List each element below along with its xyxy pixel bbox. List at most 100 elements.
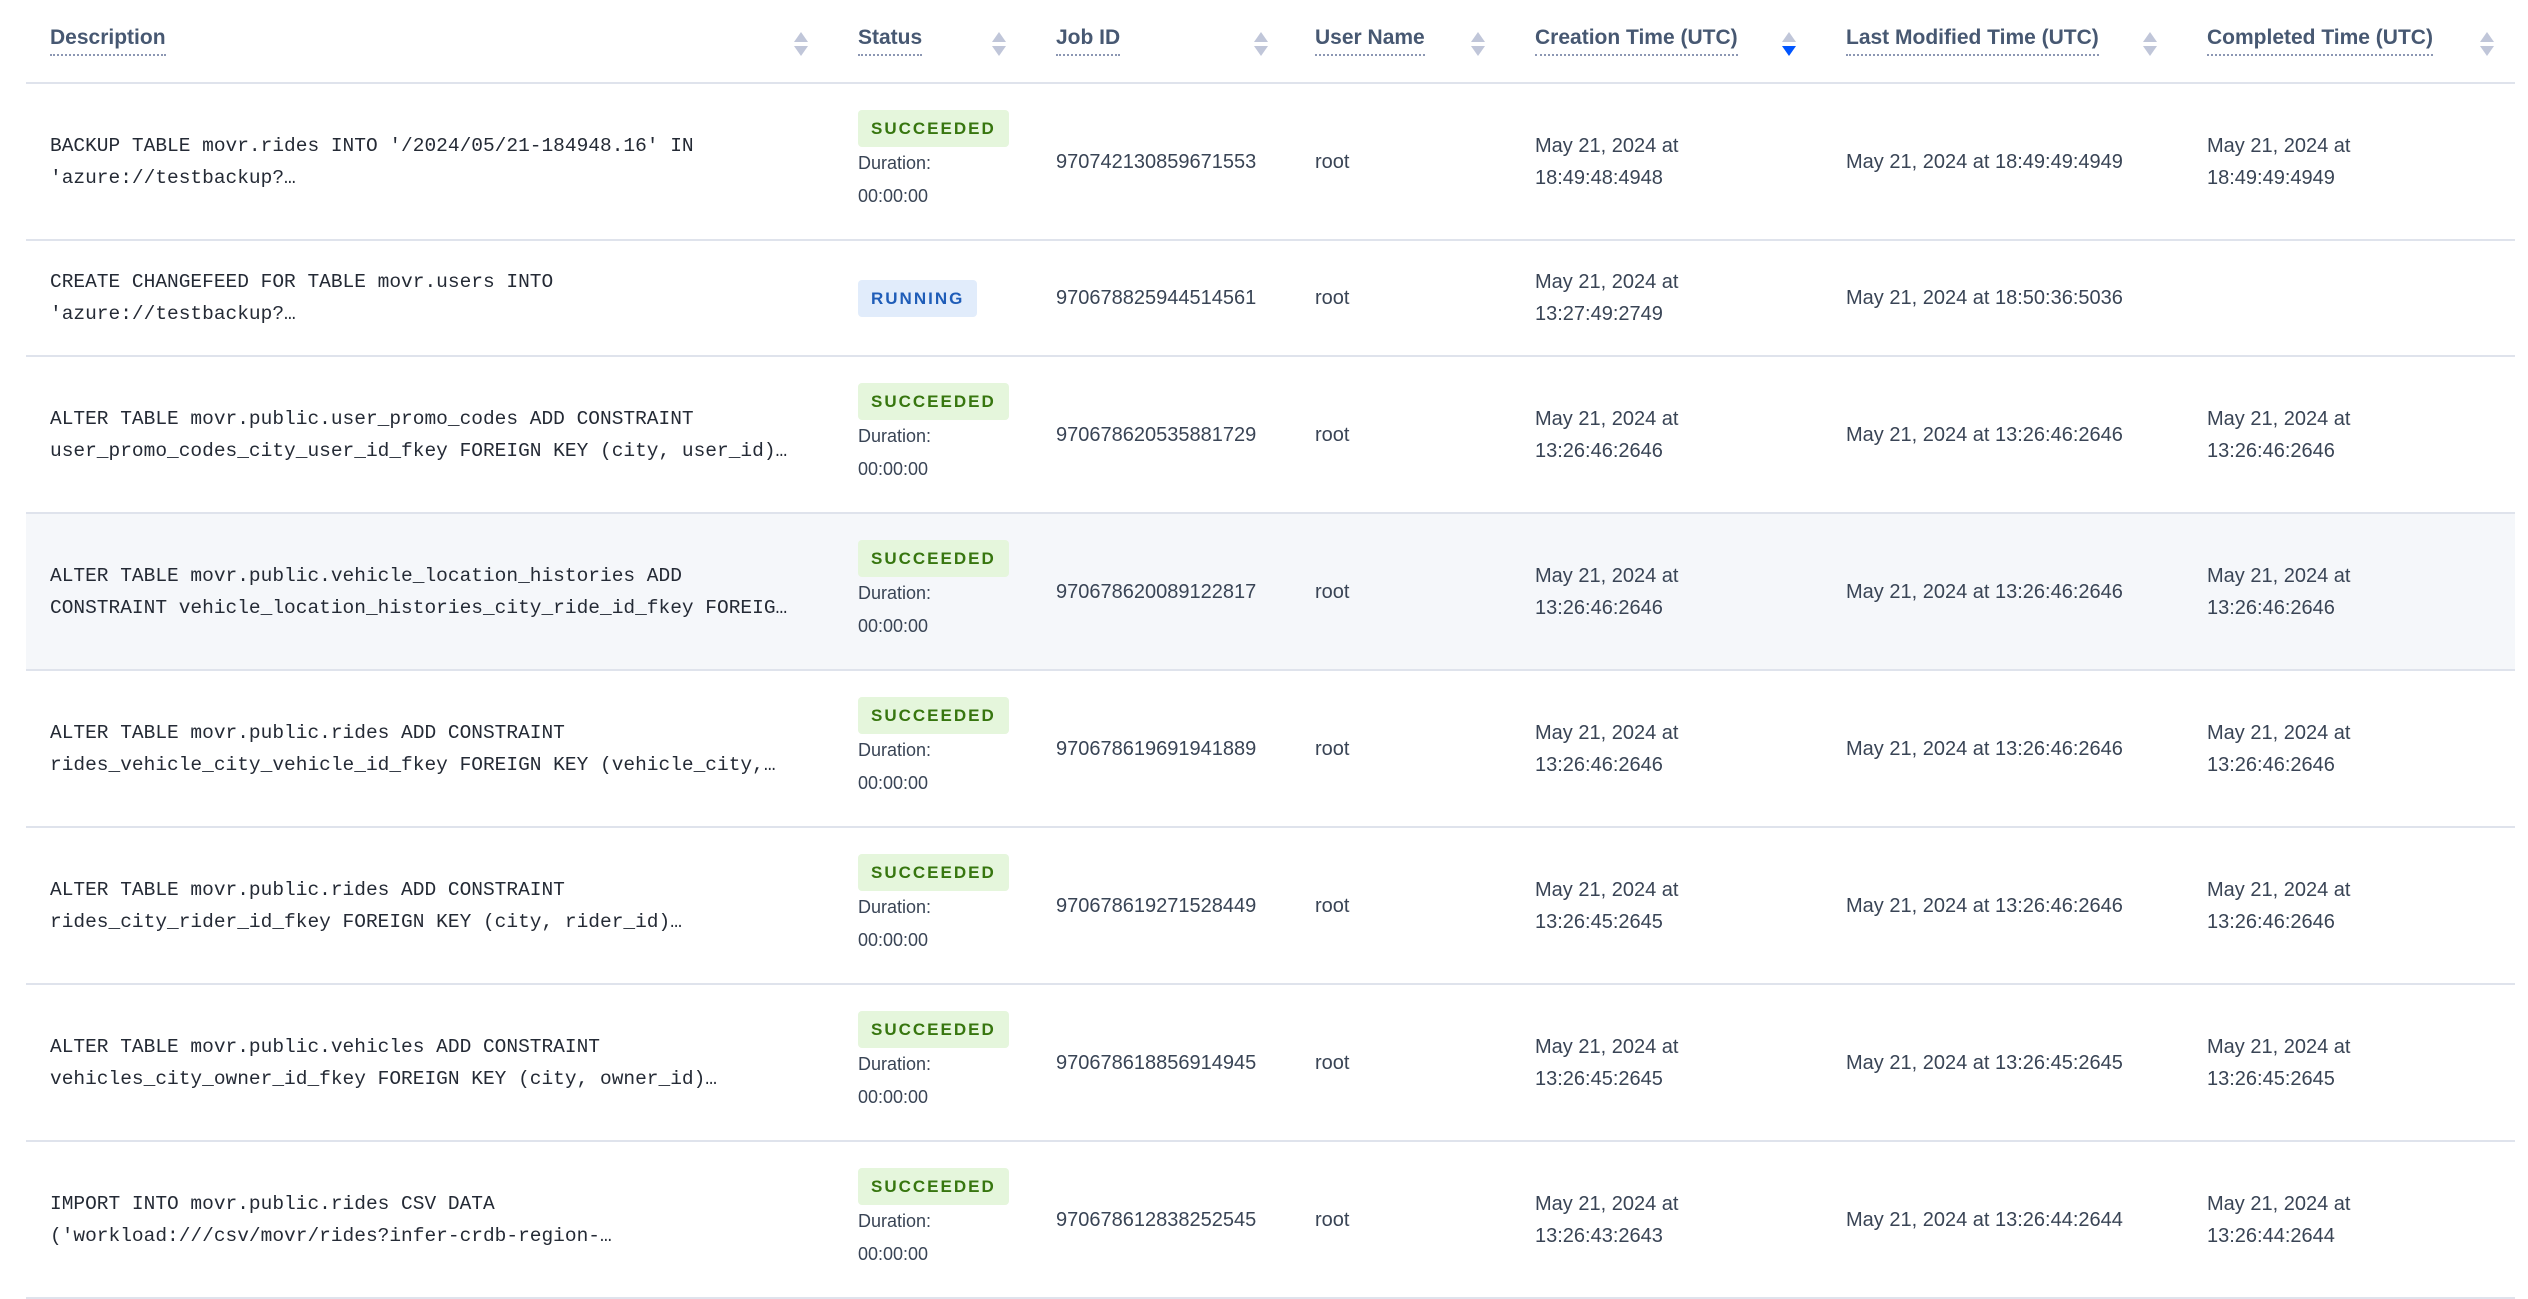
sort-icon[interactable] bbox=[1471, 32, 1485, 56]
user-name-cell: root bbox=[1315, 287, 1350, 309]
status-badge: SUCCEEDED bbox=[858, 1168, 1009, 1205]
duration-value: 00:00:00 bbox=[858, 616, 929, 636]
status-cell: SUCCEEDED Duration: 00:00:00 bbox=[858, 357, 1009, 512]
last-modified-time-cell: May 21, 2024 at 13:26:44:2644 bbox=[1846, 1208, 2123, 1231]
duration-label: Duration: bbox=[858, 740, 932, 760]
column-header-description[interactable]: Description bbox=[50, 26, 166, 56]
last-modified-time-cell: May 21, 2024 at 13:26:46:2646 bbox=[1846, 423, 2123, 446]
table-row[interactable]: ALTER TABLE movr.public.vehicles ADD CON… bbox=[26, 985, 2515, 1142]
duration-value: 00:00:00 bbox=[858, 186, 929, 206]
sort-descending-icon[interactable] bbox=[1782, 32, 1796, 56]
job-id-cell[interactable]: 970678618856914945 bbox=[1056, 1051, 1257, 1074]
duration-value: 00:00:00 bbox=[858, 930, 929, 950]
description-line: BACKUP TABLE movr.rides INTO '/2024/05/2… bbox=[50, 134, 694, 157]
completed-time-cell: May 21, 2024 at 13:26:46:2646 bbox=[2207, 721, 2351, 776]
status-cell: RUNNING bbox=[858, 241, 978, 355]
column-header-creation-time[interactable]: Creation Time (UTC) bbox=[1535, 26, 1738, 56]
description-cell[interactable]: BACKUP TABLE movr.rides INTO '/2024/05/2… bbox=[50, 84, 840, 239]
user-name-cell: root bbox=[1315, 580, 1350, 603]
description-line: rides_city_rider_id_fkey FOREIGN KEY (ci… bbox=[50, 910, 682, 933]
duration-label: Duration: bbox=[858, 583, 932, 603]
jobs-table: Description Status Job ID User Name Crea… bbox=[26, 0, 2515, 1299]
duration-label: Duration: bbox=[858, 153, 932, 173]
job-id-cell[interactable]: 970678619691941889 bbox=[1056, 737, 1257, 760]
status-cell: SUCCEEDED Duration: 00:00:00 bbox=[858, 514, 1009, 669]
description-line: 'azure://testbackup?… bbox=[50, 303, 296, 325]
table-row[interactable]: ALTER TABLE movr.public.rides ADD CONSTR… bbox=[26, 828, 2515, 985]
completed-time-cell: May 21, 2024 at 13:26:46:2646 bbox=[2207, 878, 2351, 933]
description-line: ALTER TABLE movr.public.rides ADD CONSTR… bbox=[50, 878, 565, 901]
description-cell[interactable]: ALTER TABLE movr.public.vehicles ADD CON… bbox=[50, 985, 840, 1140]
sort-icon[interactable] bbox=[1254, 32, 1268, 56]
column-header-last-modified-time[interactable]: Last Modified Time (UTC) bbox=[1846, 26, 2099, 56]
description-line: vehicles_city_owner_id_fkey FOREIGN KEY … bbox=[50, 1067, 718, 1090]
description-line: ALTER TABLE movr.public.vehicles ADD CON… bbox=[50, 1035, 600, 1058]
user-name-cell: root bbox=[1315, 423, 1350, 446]
description-cell[interactable]: ALTER TABLE movr.public.rides ADD CONSTR… bbox=[50, 671, 840, 826]
column-header-user-name[interactable]: User Name bbox=[1315, 26, 1425, 56]
status-cell: SUCCEEDED Duration: 00:00:00 bbox=[858, 671, 1009, 826]
sort-icon[interactable] bbox=[2480, 32, 2494, 56]
job-id-cell[interactable]: 970678619271528449 bbox=[1056, 894, 1257, 917]
last-modified-time-cell: May 21, 2024 at 18:49:49:4949 bbox=[1846, 150, 2123, 173]
table-row[interactable]: ALTER TABLE movr.public.user_promo_codes… bbox=[26, 357, 2515, 514]
job-id-cell[interactable]: 970678620535881729 bbox=[1056, 423, 1257, 446]
description-line: CREATE CHANGEFEED FOR TABLE movr.users I… bbox=[50, 271, 554, 293]
description-line: user_promo_codes_city_user_id_fkey FOREI… bbox=[50, 439, 788, 462]
completed-time-cell: May 21, 2024 at 18:49:49:4949 bbox=[2207, 134, 2351, 189]
completed-time-cell: May 21, 2024 at 13:26:46:2646 bbox=[2207, 407, 2351, 462]
description-line: ALTER TABLE movr.public.vehicle_location… bbox=[50, 564, 682, 587]
column-header-completed-time[interactable]: Completed Time (UTC) bbox=[2207, 26, 2433, 56]
description-cell[interactable]: ALTER TABLE movr.public.vehicle_location… bbox=[50, 514, 840, 669]
table-row[interactable]: CREATE CHANGEFEED FOR TABLE movr.users I… bbox=[26, 241, 2515, 357]
description-line: ALTER TABLE movr.public.rides ADD CONSTR… bbox=[50, 721, 565, 744]
user-name-cell: root bbox=[1315, 150, 1350, 173]
column-header-job-id[interactable]: Job ID bbox=[1056, 26, 1121, 56]
table-row[interactable]: ALTER TABLE movr.public.vehicle_location… bbox=[26, 514, 2515, 671]
status-cell: SUCCEEDED Duration: 00:00:00 bbox=[858, 828, 1009, 983]
creation-time-cell: May 21, 2024 at 13:26:43:2643 bbox=[1535, 1192, 1679, 1247]
duration-label: Duration: bbox=[858, 426, 932, 446]
sort-icon[interactable] bbox=[992, 32, 1006, 56]
description-cell[interactable]: IMPORT INTO movr.public.rides CSV DATA (… bbox=[50, 1142, 840, 1297]
creation-time-cell: May 21, 2024 at 18:49:48:4948 bbox=[1535, 134, 1679, 189]
description-line: ('workload:///csv/movr/rides?infer-crdb-… bbox=[50, 1224, 612, 1247]
user-name-cell: root bbox=[1315, 737, 1350, 760]
user-name-cell: root bbox=[1315, 1051, 1350, 1074]
description-line: CONSTRAINT vehicle_location_histories_ci… bbox=[50, 596, 788, 619]
job-id-cell[interactable]: 970678825944514561 bbox=[1056, 287, 1257, 309]
duration-value: 00:00:00 bbox=[858, 1087, 929, 1107]
description-line: ALTER TABLE movr.public.user_promo_codes… bbox=[50, 407, 694, 430]
creation-time-cell: May 21, 2024 at 13:26:46:2646 bbox=[1535, 407, 1679, 462]
last-modified-time-cell: May 21, 2024 at 18:50:36:5036 bbox=[1846, 287, 2123, 309]
completed-time-cell bbox=[2207, 241, 2407, 355]
status-badge: SUCCEEDED bbox=[858, 383, 1009, 420]
last-modified-time-cell: May 21, 2024 at 13:26:45:2645 bbox=[1846, 1051, 2123, 1074]
creation-time-cell: May 21, 2024 at 13:26:45:2645 bbox=[1535, 1035, 1679, 1090]
duration-value: 00:00:00 bbox=[858, 773, 929, 793]
status-cell: SUCCEEDED Duration: 00:00:00 bbox=[858, 84, 1009, 239]
completed-time-cell: May 21, 2024 at 13:26:46:2646 bbox=[2207, 564, 2351, 619]
table-header: Description Status Job ID User Name Crea… bbox=[26, 0, 2515, 84]
column-header-status[interactable]: Status bbox=[858, 26, 923, 56]
user-name-cell: root bbox=[1315, 894, 1350, 917]
duration-value: 00:00:00 bbox=[858, 459, 929, 479]
creation-time-cell: May 21, 2024 at 13:26:45:2645 bbox=[1535, 878, 1679, 933]
job-id-cell[interactable]: 970678620089122817 bbox=[1056, 580, 1257, 603]
status-badge: SUCCEEDED bbox=[858, 540, 1009, 577]
description-cell[interactable]: ALTER TABLE movr.public.user_promo_codes… bbox=[50, 357, 840, 512]
job-id-cell[interactable]: 970742130859671553 bbox=[1056, 150, 1257, 173]
job-id-cell[interactable]: 970678612838252545 bbox=[1056, 1208, 1257, 1231]
description-cell[interactable]: CREATE CHANGEFEED FOR TABLE movr.users I… bbox=[50, 241, 840, 355]
sort-icon[interactable] bbox=[794, 32, 808, 56]
table-row[interactable]: BACKUP TABLE movr.rides INTO '/2024/05/2… bbox=[26, 84, 2515, 241]
description-line: rides_vehicle_city_vehicle_id_fkey FOREI… bbox=[50, 753, 776, 776]
table-row[interactable]: ALTER TABLE movr.public.rides ADD CONSTR… bbox=[26, 671, 2515, 828]
description-line: IMPORT INTO movr.public.rides CSV DATA bbox=[50, 1192, 495, 1215]
duration-label: Duration: bbox=[858, 1211, 932, 1231]
table-row[interactable]: IMPORT INTO movr.public.rides CSV DATA (… bbox=[26, 1142, 2515, 1299]
duration-value: 00:00:00 bbox=[858, 1244, 929, 1264]
description-cell[interactable]: ALTER TABLE movr.public.rides ADD CONSTR… bbox=[50, 828, 840, 983]
completed-time-cell: May 21, 2024 at 13:26:44:2644 bbox=[2207, 1192, 2351, 1247]
sort-icon[interactable] bbox=[2143, 32, 2157, 56]
